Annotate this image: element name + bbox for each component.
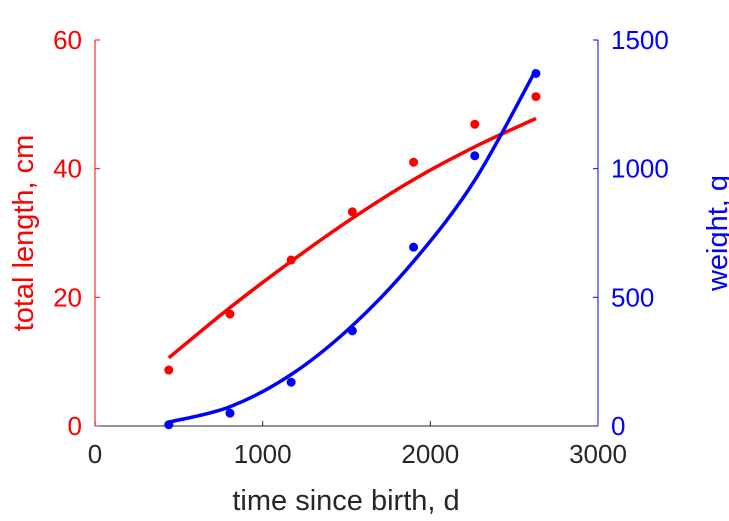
right-y-tick-label: 500 <box>611 282 654 312</box>
x-tick-label: 3000 <box>569 439 627 469</box>
data-points <box>164 68 541 430</box>
left-y-tick-label: 20 <box>53 282 82 312</box>
right-y-tick-label: 1000 <box>611 154 669 184</box>
right-data-point <box>470 151 480 161</box>
right-y-tick-label: 1500 <box>611 25 669 55</box>
right-y-tick-label: 0 <box>611 411 625 441</box>
left-data-point <box>531 92 541 102</box>
left-y-tick-label: 60 <box>53 25 82 55</box>
left-y-tick-label: 40 <box>53 154 82 184</box>
fit-lines <box>167 68 538 424</box>
left-data-point <box>470 119 480 129</box>
right-fit-line <box>168 68 538 424</box>
right-data-point <box>225 408 235 418</box>
left-data-point <box>164 365 174 375</box>
axes <box>94 39 599 427</box>
right-data-point <box>409 242 419 252</box>
left-data-point <box>347 207 357 217</box>
right-data-point <box>347 326 357 336</box>
right-data-point <box>164 420 174 430</box>
x-tick-label: 2000 <box>401 439 459 469</box>
left-data-point <box>409 157 419 167</box>
right-y-axis-title: weight, g <box>702 175 729 292</box>
left-y-tick-label: 0 <box>68 411 82 441</box>
left-data-point <box>225 309 235 319</box>
left-y-axis-title: total length, cm <box>8 135 40 332</box>
left-data-point <box>286 255 296 265</box>
x-axis-title: time since birth, d <box>232 485 459 517</box>
x-tick-label: 1000 <box>234 439 292 469</box>
right-data-point <box>286 377 296 387</box>
left-fit-line <box>167 116 537 360</box>
x-tick-label: 0 <box>88 439 102 469</box>
right-data-point <box>531 68 541 78</box>
